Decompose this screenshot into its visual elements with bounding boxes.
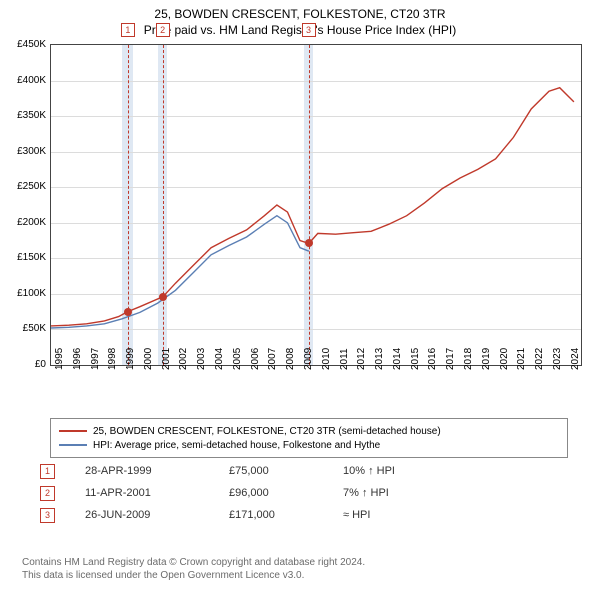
hpi-line [51,216,309,328]
y-axis-label: £50K [4,323,46,334]
table-row: 3 26-JUN-2009 £171,000 ≈ HPI [40,504,433,526]
y-axis-label: £350K [4,110,46,121]
sale-date: 26-JUN-2009 [85,509,205,521]
legend-line-icon [59,430,87,432]
x-axis-label: 2019 [481,348,492,370]
sale-point [124,308,132,316]
y-axis-label: £200K [4,217,46,228]
x-axis-label: 2008 [285,348,296,370]
x-axis-label: 2006 [250,348,261,370]
chart: 123 £0 £50K £100K £150K £200K £250K £300K £350K… [0,40,600,410]
x-axis-label: 2002 [178,348,189,370]
sale-marker-icon: 1 [121,23,135,37]
x-axis-label: 2003 [196,348,207,370]
x-axis-label: 2022 [534,348,545,370]
legend-property: 25, BOWDEN CRESCENT, FOLKESTONE, CT20 3T… [59,424,559,438]
x-axis-label: 2021 [516,348,527,370]
x-axis-label: 1996 [72,348,83,370]
x-axis-label: 2009 [303,348,314,370]
y-axis-label: £400K [4,75,46,86]
legend-hpi-label: HPI: Average price, semi-detached house,… [93,440,380,451]
sale-marker-icon: 1 [40,464,55,479]
sale-date: 28-APR-1999 [85,465,205,477]
x-axis-label: 2005 [232,348,243,370]
y-axis-label: £100K [4,288,46,299]
sale-date: 11-APR-2001 [85,487,205,499]
x-axis-label: 2020 [499,348,510,370]
x-axis-label: 1998 [107,348,118,370]
x-axis-label: 2017 [445,348,456,370]
x-axis-label: 2015 [410,348,421,370]
legend-hpi: HPI: Average price, semi-detached house,… [59,438,559,452]
x-axis-label: 2023 [552,348,563,370]
page: 25, BOWDEN CRESCENT, FOLKESTONE, CT20 3T… [0,0,600,590]
title-subtitle: Price paid vs. HM Land Registry's House … [0,22,600,38]
sale-vline [128,45,129,365]
x-axis-label: 1999 [125,348,136,370]
table-row: 2 11-APR-2001 £96,000 7% ↑ HPI [40,482,433,504]
footer: Contains HM Land Registry data © Crown c… [22,556,365,582]
x-axis-label: 2024 [570,348,581,370]
x-axis-label: 2016 [427,348,438,370]
sale-price: £96,000 [229,487,319,499]
y-axis-label: £250K [4,181,46,192]
footer-copyright: Contains HM Land Registry data © Crown c… [22,556,365,569]
sale-point [305,239,313,247]
x-axis-label: 2004 [214,348,225,370]
sales-table: 1 28-APR-1999 £75,000 10% ↑ HPI 2 11-APR… [40,460,433,526]
x-axis-label: 1997 [90,348,101,370]
sale-vline [163,45,164,365]
x-axis-label: 2007 [267,348,278,370]
sale-delta: 7% ↑ HPI [343,487,433,499]
x-axis-label: 2014 [392,348,403,370]
y-axis-label: £300K [4,146,46,157]
sale-marker-icon: 2 [40,486,55,501]
line-layer [51,45,581,365]
sale-marker-icon: 2 [156,23,170,37]
y-axis-label: £450K [4,39,46,50]
x-axis-label: 1995 [54,348,65,370]
table-row: 1 28-APR-1999 £75,000 10% ↑ HPI [40,460,433,482]
y-axis-label: £0 [4,359,46,370]
sale-delta: ≈ HPI [343,509,433,521]
x-axis-label: 2001 [161,348,172,370]
property-line [51,88,574,326]
x-axis-label: 2013 [374,348,385,370]
x-axis-label: 2012 [356,348,367,370]
y-axis-label: £150K [4,252,46,263]
x-axis-label: 2000 [143,348,154,370]
legend-property-label: 25, BOWDEN CRESCENT, FOLKESTONE, CT20 3T… [93,426,441,437]
x-axis-label: 2018 [463,348,474,370]
x-axis-label: 2011 [339,348,350,370]
footer-licence: This data is licensed under the Open Gov… [22,569,365,582]
chart-title: 25, BOWDEN CRESCENT, FOLKESTONE, CT20 3T… [0,0,600,38]
legend: 25, BOWDEN CRESCENT, FOLKESTONE, CT20 3T… [50,418,568,458]
sale-price: £75,000 [229,465,319,477]
plot-area: 123 [50,44,582,366]
sale-price: £171,000 [229,509,319,521]
sale-vline [309,45,310,365]
legend-line-icon [59,444,87,446]
x-axis-label: 2010 [321,348,332,370]
sale-delta: 10% ↑ HPI [343,465,433,477]
title-address: 25, BOWDEN CRESCENT, FOLKESTONE, CT20 3T… [0,6,600,22]
sale-marker-icon: 3 [40,508,55,523]
sale-marker-icon: 3 [302,23,316,37]
sale-point [159,293,167,301]
